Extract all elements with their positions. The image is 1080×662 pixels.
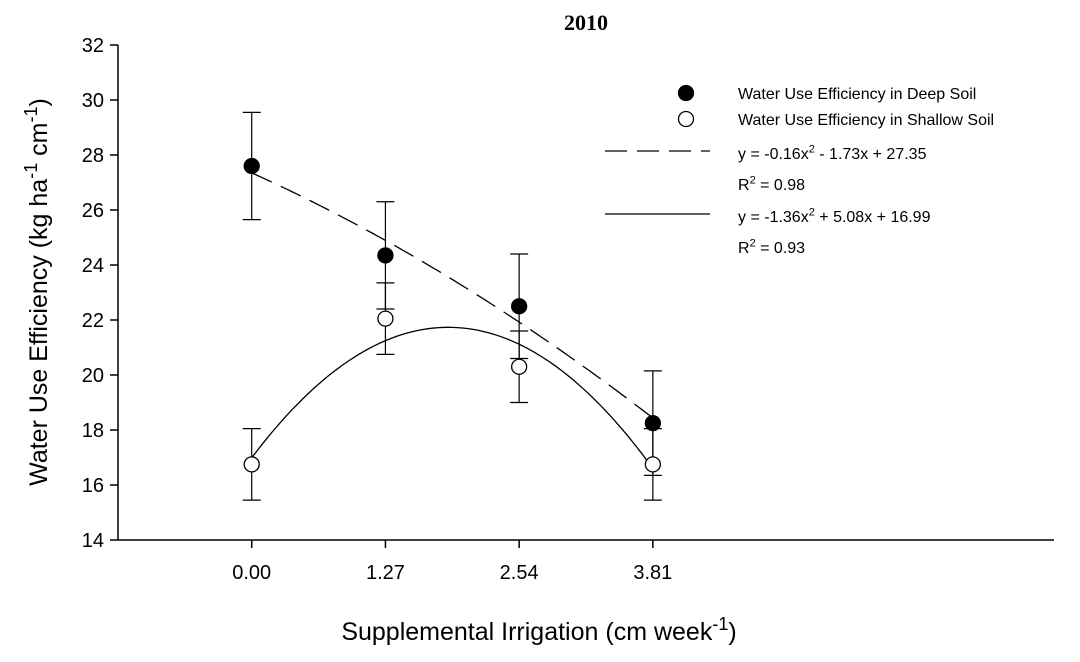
text-part: y = -1.36x bbox=[738, 209, 809, 226]
y-axis-title: Water Use Efficiency (kg ha-1 cm-1) bbox=[21, 98, 53, 486]
superscript: -1 bbox=[21, 163, 41, 179]
y-tick-label: 16 bbox=[82, 475, 104, 497]
y-tick-label: 26 bbox=[82, 200, 104, 222]
trendline bbox=[251, 172, 654, 419]
legend-label: Water Use Efficiency in Shallow Soil bbox=[738, 112, 994, 129]
chart-title: 2010 bbox=[564, 10, 608, 35]
text-part: y = -0.16x bbox=[738, 146, 809, 163]
y-tick-label: 22 bbox=[82, 310, 104, 332]
text-part: = 0.98 bbox=[756, 177, 805, 194]
trendline bbox=[251, 326, 654, 469]
text-part: Supplemental Irrigation (cm week bbox=[341, 618, 712, 646]
text-part: cm bbox=[25, 122, 53, 162]
text-part: - 1.73x + 27.35 bbox=[815, 146, 927, 163]
y-tick-label: 14 bbox=[82, 530, 104, 552]
text-part: Water Use Efficiency (kg ha bbox=[25, 179, 53, 486]
legend-equation: y = -1.36x2 + 5.08x + 16.99 bbox=[738, 207, 931, 226]
text-part: R bbox=[738, 240, 750, 257]
x-tick-label: 1.27 bbox=[366, 562, 405, 584]
legend-equation: y = -0.16x2 - 1.73x + 27.35 bbox=[738, 144, 927, 163]
legend-r-squared: R2 = 0.93 bbox=[738, 238, 805, 257]
text-part: + 5.08x + 16.99 bbox=[815, 209, 931, 226]
x-axis-title: Supplemental Irrigation (cm week-1) bbox=[341, 614, 736, 646]
y-tick-label: 28 bbox=[82, 145, 104, 167]
x-tick-label: 2.54 bbox=[500, 562, 539, 584]
text-part: ) bbox=[25, 98, 53, 106]
legend-marker bbox=[677, 110, 695, 128]
y-tick-label: 20 bbox=[82, 365, 104, 387]
y-tick-label: 30 bbox=[82, 90, 104, 112]
x-tick-label: 0.00 bbox=[232, 562, 271, 584]
data-point bbox=[644, 414, 662, 432]
superscript: -1 bbox=[21, 106, 41, 122]
x-tick-label: 3.81 bbox=[633, 562, 672, 584]
text-part: R bbox=[738, 177, 750, 194]
text-part: = 0.93 bbox=[756, 240, 805, 257]
data-point bbox=[510, 298, 528, 315]
y-tick-label: 24 bbox=[82, 255, 104, 277]
data-point bbox=[510, 358, 528, 375]
y-tick-label: 18 bbox=[82, 420, 104, 442]
superscript: 2 bbox=[809, 207, 815, 219]
text-part: ) bbox=[728, 618, 736, 646]
legend-r-squared: R2 = 0.98 bbox=[738, 175, 805, 194]
data-point bbox=[377, 310, 394, 327]
legend-marker bbox=[677, 84, 695, 102]
data-point bbox=[377, 247, 394, 264]
data-point bbox=[644, 456, 662, 473]
superscript: 2 bbox=[750, 175, 756, 187]
data-point bbox=[243, 456, 260, 473]
superscript: 2 bbox=[750, 238, 756, 250]
data-point bbox=[243, 157, 260, 175]
y-tick-label: 32 bbox=[82, 35, 104, 57]
superscript: 2 bbox=[809, 144, 815, 156]
legend-label: Water Use Efficiency in Deep Soil bbox=[738, 86, 976, 103]
superscript: -1 bbox=[712, 614, 728, 634]
